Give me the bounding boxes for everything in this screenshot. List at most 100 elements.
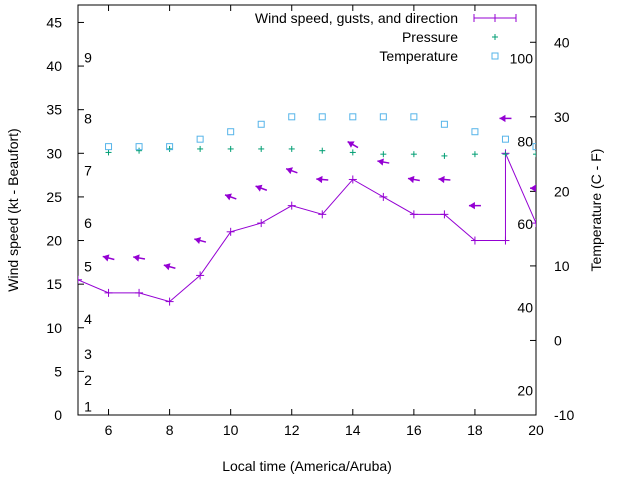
temperature-point	[379, 113, 387, 121]
wind-direction-arrow	[316, 175, 329, 184]
pressure-point	[471, 151, 478, 158]
pressure-point	[105, 149, 112, 156]
wind-point	[440, 210, 449, 219]
pressure-point	[288, 145, 295, 152]
beaufort-label: 6	[84, 215, 92, 231]
temperature-point	[105, 143, 113, 151]
wind-point	[470, 236, 479, 245]
temperature-point	[135, 143, 143, 151]
temperature-point	[349, 113, 357, 121]
beaufort-label: 9	[84, 49, 92, 65]
y2-tick-label: 40	[554, 34, 570, 50]
temperature-point	[227, 128, 235, 136]
wind-point	[348, 175, 357, 184]
legend-swatch	[491, 52, 499, 60]
x-tick-label: 8	[166, 422, 174, 438]
y2-axis-label: Temperature (C - F)	[588, 149, 604, 272]
wind-direction-arrow	[438, 175, 451, 184]
beaufort-label: 5	[84, 259, 92, 275]
y2-tick-label: -10	[554, 407, 574, 423]
wind-point	[409, 210, 418, 219]
wind-point	[104, 288, 113, 297]
y-tick-label: 0	[54, 407, 62, 423]
temperature-point	[257, 120, 265, 128]
wind-direction-arrow	[224, 193, 237, 201]
fahrenheit-label: 40	[517, 300, 533, 316]
wind-direction-arrow	[285, 167, 298, 175]
x-tick-label: 20	[528, 422, 544, 438]
y-tick-label: 30	[46, 145, 62, 161]
wind-point	[532, 219, 536, 228]
temperature-point	[318, 113, 326, 121]
x-tick-label: 10	[223, 422, 239, 438]
x-tick-label: 18	[467, 422, 483, 438]
y2-tick-label: 0	[554, 332, 562, 348]
wind-point	[165, 297, 174, 306]
wind-direction-arrow	[530, 184, 536, 192]
y-tick-label: 35	[46, 102, 62, 118]
y-axis-label: Wind speed (kt - Beaufort)	[5, 128, 21, 291]
beaufort-label: 3	[84, 346, 92, 362]
wind-direction-arrow	[102, 254, 115, 262]
plot-frame	[77, 4, 537, 416]
beaufort-label: 1	[84, 398, 92, 414]
wind-point	[287, 201, 296, 210]
wind-point	[226, 227, 235, 236]
wind-point	[135, 288, 144, 297]
y-tick-label: 15	[46, 276, 62, 292]
legend-label: Wind speed, gusts, and direction	[255, 10, 458, 26]
legend-label: Temperature	[379, 48, 458, 64]
wind-direction-arrow	[377, 158, 390, 166]
pressure-point	[380, 151, 387, 158]
temperature-point	[501, 135, 509, 143]
y2-tick-label: 30	[554, 109, 570, 125]
beaufort-label: 8	[84, 110, 92, 126]
pressure-point	[319, 147, 326, 154]
pressure-point	[166, 145, 173, 152]
x-axis-label: Local time (America/Aruba)	[222, 458, 392, 474]
temperature-point	[471, 128, 479, 136]
pressure-point	[441, 152, 448, 159]
pressure-point	[258, 145, 265, 152]
fahrenheit-label: 20	[517, 382, 533, 398]
pressure-point	[197, 145, 204, 152]
beaufort-label: 2	[84, 372, 92, 388]
pressure-point	[502, 151, 509, 158]
x-tick-label: 6	[105, 422, 113, 438]
y-tick-label: 40	[46, 58, 62, 74]
pressure-point	[136, 147, 143, 154]
wind-point	[501, 236, 510, 245]
wind-point	[318, 210, 327, 219]
wind-direction-arrow	[499, 114, 512, 123]
wind-direction-arrow	[347, 140, 359, 149]
wind-point	[379, 192, 388, 201]
temperature-point	[196, 135, 204, 143]
y-tick-label: 25	[46, 189, 62, 205]
wind-speed-line	[78, 153, 536, 303]
wind-direction-arrow	[255, 184, 268, 192]
beaufort-label: 7	[84, 163, 92, 179]
legend-label: Pressure	[402, 29, 458, 45]
wind-direction-arrow	[468, 201, 481, 210]
wind-point	[196, 271, 205, 280]
temperature-point	[288, 113, 296, 121]
y-tick-label: 45	[46, 14, 62, 30]
axes: 6 8 10 12 14 16 18 20051015202530354045-1001020…	[5, 4, 604, 474]
x-tick-label: 12	[284, 422, 300, 438]
beaufort-label: 4	[84, 311, 92, 327]
series-layer	[78, 113, 536, 306]
y-tick-label: 5	[54, 363, 62, 379]
wind-direction-arrow	[194, 236, 207, 245]
wind-point	[78, 275, 82, 284]
temperature-point	[440, 120, 448, 128]
temperature-point	[410, 113, 418, 121]
fahrenheit-label: 100	[510, 51, 534, 67]
y-tick-label: 20	[46, 233, 62, 249]
fahrenheit-label: 60	[517, 216, 533, 232]
pressure-point	[533, 151, 536, 158]
temperature-point	[166, 143, 174, 151]
x-tick-label: 14	[345, 422, 361, 438]
y2-tick-label: 10	[554, 258, 570, 274]
wind-direction-arrow	[133, 254, 146, 262]
